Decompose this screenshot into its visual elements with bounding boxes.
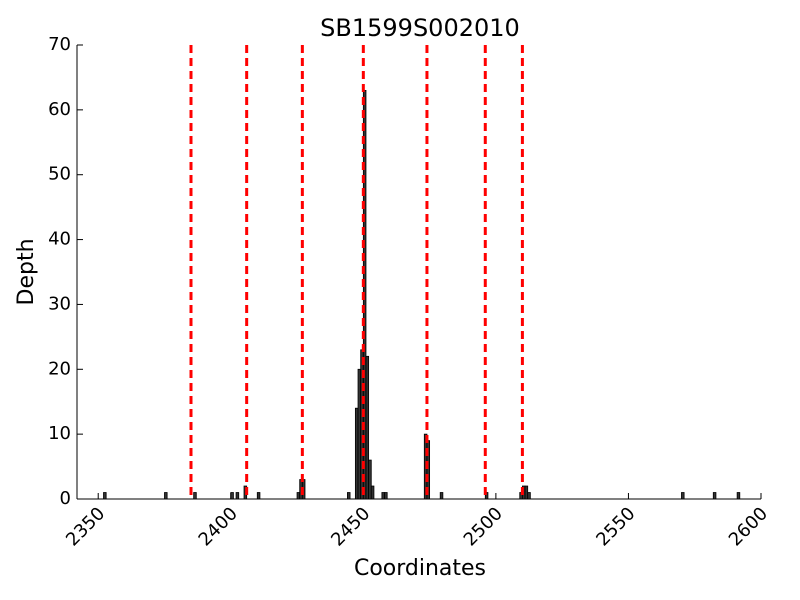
y-axis-label: Depth [14, 238, 39, 305]
bar [365, 355, 370, 500]
bar [370, 485, 375, 500]
bar [347, 492, 351, 500]
bar [103, 492, 107, 500]
bar [681, 492, 685, 500]
y-tick-label: 40 [48, 229, 71, 250]
y-tick-label: 0 [60, 488, 71, 509]
x-tick-label: 2600 [725, 503, 772, 550]
bar [439, 492, 444, 500]
x-tick-label: 2450 [327, 503, 374, 550]
y-tick-label: 30 [48, 293, 71, 314]
bar [368, 459, 372, 500]
bar [235, 492, 240, 500]
bar [230, 492, 234, 500]
x-tick-label: 2500 [460, 503, 507, 550]
bar [736, 492, 741, 500]
y-tick-label: 70 [48, 34, 71, 55]
x-tick-label: 2350 [62, 503, 109, 550]
x-axis-label: Coordinates [354, 556, 486, 581]
x-tick-label: 2550 [592, 503, 639, 550]
bar [256, 492, 261, 500]
y-tick-label: 10 [48, 423, 71, 444]
bar [193, 492, 197, 500]
x-tick-label: 2400 [195, 503, 242, 550]
bar [527, 492, 531, 500]
bar [712, 492, 717, 500]
y-tick-label: 60 [48, 99, 71, 120]
y-tick-label: 20 [48, 358, 71, 379]
chart-title: SB1599S002010 [320, 14, 520, 42]
y-tick-label: 50 [48, 164, 71, 185]
bar [164, 492, 168, 500]
bar [384, 492, 388, 500]
